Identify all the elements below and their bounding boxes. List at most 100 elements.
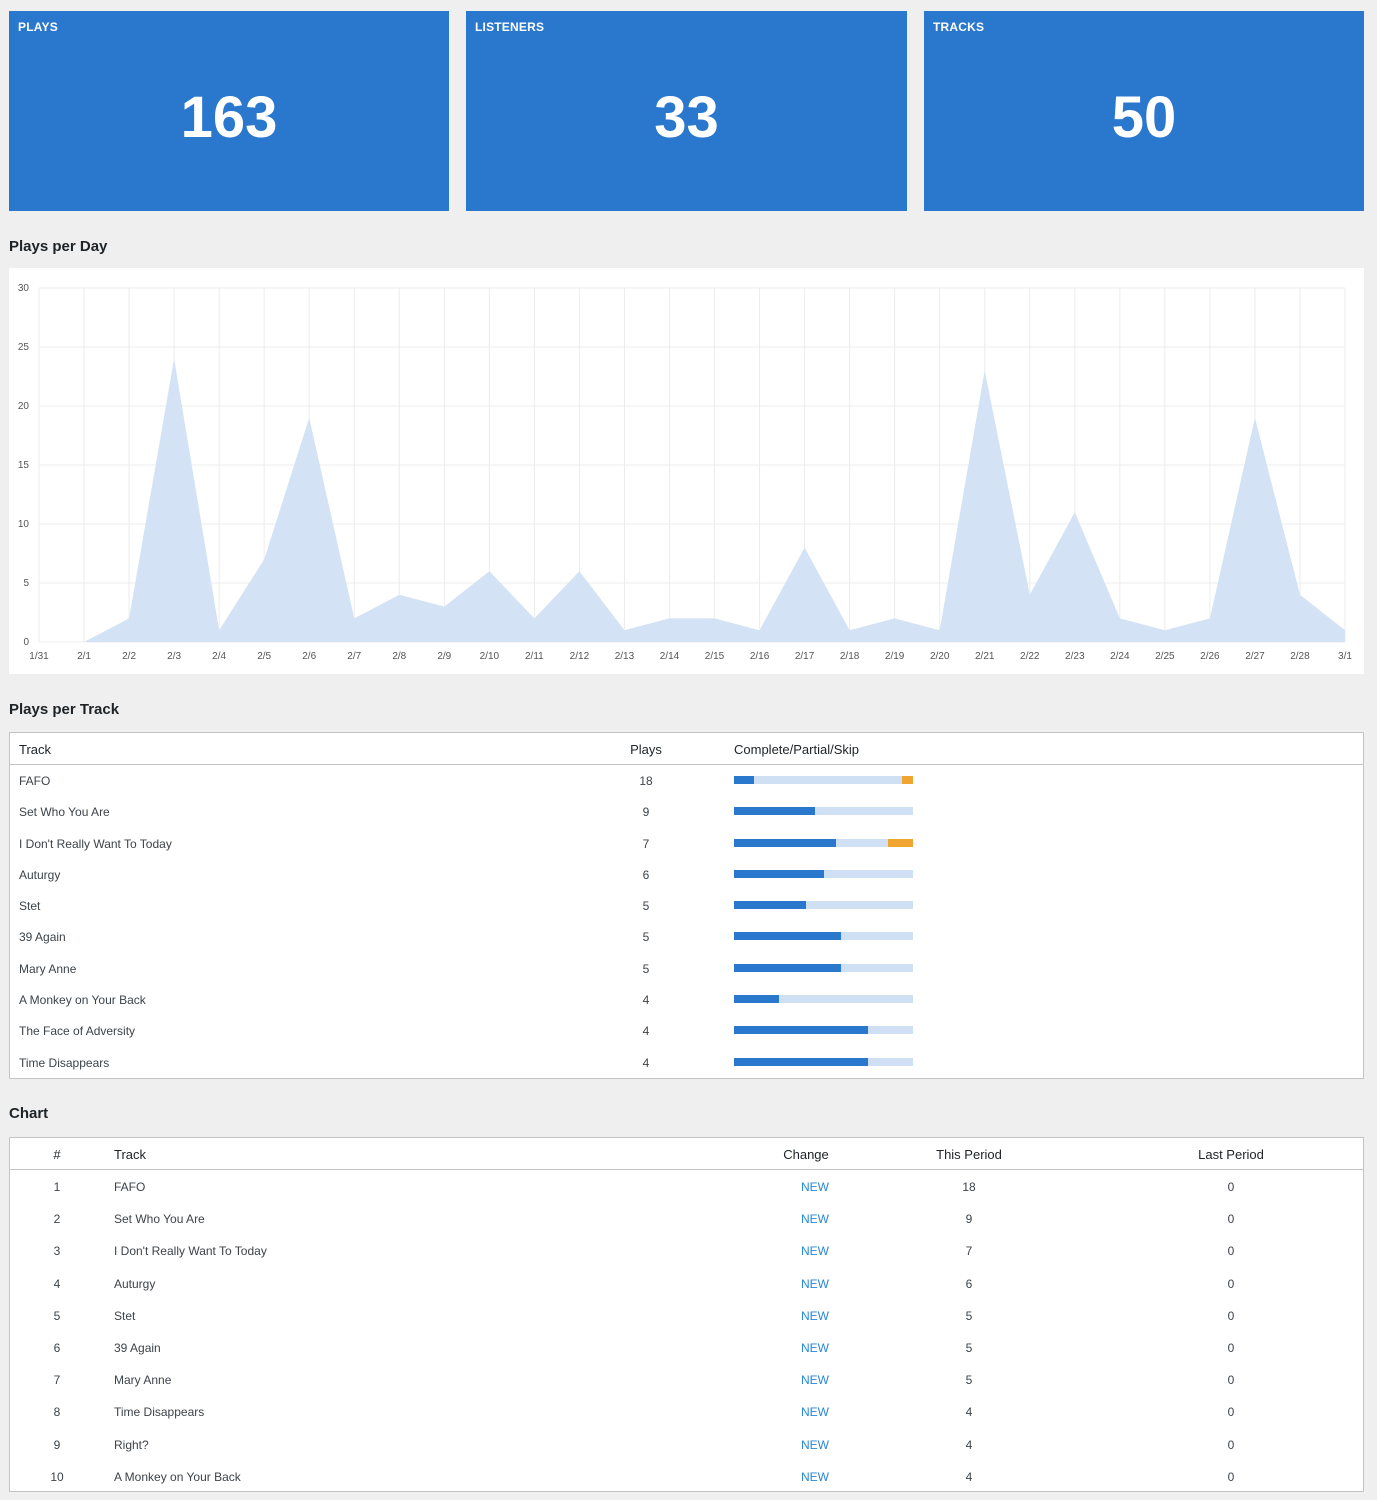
table-row: Mary Anne 5 [10, 953, 1363, 984]
x-tick-label: 2/7 [347, 651, 361, 662]
completion-bar [734, 807, 913, 816]
last-period-cell: 0 [1227, 1405, 1235, 1420]
change-badge: NEW [801, 1308, 829, 1323]
table-row: 9 Right? NEW 4 0 [10, 1428, 1363, 1460]
tracks-stat-label: TRACKS [933, 20, 985, 34]
table-row: FAFO 18 [10, 765, 1363, 796]
track-cell: Mary Anne [114, 1373, 172, 1388]
table-row: 4 Auturgy NEW 6 0 [10, 1267, 1363, 1299]
track-cell: Time Disappears [114, 1405, 205, 1420]
change-badge: NEW [801, 1276, 829, 1291]
track-plays: 4 [642, 993, 650, 1008]
plays-stat-card: PLAYS 163 [9, 11, 449, 211]
table-row: 2 Set Who You Are NEW 9 0 [10, 1202, 1363, 1234]
track-plays: 6 [642, 867, 650, 882]
table-row: 5 Stet NEW 5 0 [10, 1299, 1363, 1331]
last-period-cell: 0 [1227, 1308, 1235, 1323]
x-tick-label: 2/25 [1155, 651, 1175, 662]
x-tick-label: 2/22 [1020, 651, 1040, 662]
listeners-stat-label: LISTENERS [475, 20, 545, 34]
this-period-cell: 4 [965, 1469, 973, 1484]
x-tick-label: 2/19 [885, 651, 905, 662]
plays-per-day-title: Plays per Day [9, 238, 108, 255]
x-tick-label: 2/27 [1245, 651, 1265, 662]
table-row: 7 Mary Anne NEW 5 0 [10, 1363, 1363, 1395]
complete-segment [734, 807, 815, 816]
x-tick-label: 2/11 [525, 651, 544, 662]
last-period-cell: 0 [1227, 1373, 1235, 1388]
track-cell: I Don't Really Want To Today [114, 1244, 267, 1259]
track-plays: 5 [642, 961, 650, 976]
change-badge: NEW [801, 1405, 829, 1420]
x-tick-label: 2/17 [795, 651, 815, 662]
complete-segment [734, 1057, 869, 1066]
plays-column-header: Plays [630, 742, 662, 757]
x-tick-label: 2/20 [930, 651, 950, 662]
plays-per-track-header: Track Plays Complete/Partial/Skip [10, 733, 1363, 765]
x-tick-label: 2/21 [975, 651, 995, 662]
rank-cell: 2 [53, 1212, 61, 1227]
chart-track-column-header: Track [114, 1147, 147, 1162]
x-tick-label: 2/23 [1065, 651, 1085, 662]
table-row: Set Who You Are 9 [10, 796, 1363, 827]
rank-cell: 9 [53, 1437, 61, 1452]
change-badge: NEW [801, 1212, 829, 1227]
track-cell: A Monkey on Your Back [114, 1469, 241, 1484]
track-plays: 18 [639, 774, 653, 788]
change-badge: NEW [801, 1437, 829, 1452]
listeners-stat-value: 33 [654, 85, 719, 150]
last-period-cell: 0 [1227, 1340, 1235, 1355]
this-period-cell: 18 [962, 1180, 976, 1194]
table-row: Auturgy 6 [10, 859, 1363, 890]
table-row: A Monkey on Your Back 4 [10, 984, 1363, 1015]
completion-bar [734, 932, 913, 941]
y-tick-label: 25 [18, 342, 30, 353]
rank-cell: 10 [50, 1469, 64, 1484]
rank-cell: 8 [53, 1405, 61, 1420]
tracks-stat-card: TRACKS 50 [924, 11, 1364, 211]
x-tick-label: 3/1 [1338, 651, 1352, 662]
completion-bar [734, 869, 913, 878]
track-plays: 7 [642, 836, 650, 851]
rank-cell: 6 [53, 1340, 61, 1355]
plays-area-series [84, 358, 1346, 642]
table-row: Time Disappears 4 [10, 1047, 1363, 1078]
x-tick-label: 2/18 [840, 651, 860, 662]
table-row: The Face of Adversity 4 [10, 1015, 1363, 1046]
complete-segment [734, 995, 779, 1004]
completion-bar [734, 776, 913, 784]
last-period-cell: 0 [1227, 1469, 1235, 1484]
y-tick-label: 10 [18, 519, 30, 530]
track-cell: FAFO [114, 1180, 146, 1194]
track-name: Time Disappears [19, 1055, 110, 1070]
y-tick-label: 20 [18, 401, 30, 412]
y-tick-label: 0 [23, 637, 29, 648]
chart-title: Chart [9, 1105, 49, 1122]
track-name: FAFO [19, 774, 51, 788]
plays-per-track-title: Plays per Track [9, 701, 120, 718]
track-plays: 9 [642, 805, 650, 820]
complete-segment [734, 838, 837, 847]
x-tick-label: 2/3 [167, 651, 181, 662]
x-tick-label: 2/15 [705, 651, 725, 662]
x-tick-label: 2/5 [257, 651, 271, 662]
last-period-cell: 0 [1227, 1244, 1235, 1259]
chart-table-header: # Track Change This Period Last Period [10, 1138, 1363, 1170]
rank-cell: 5 [53, 1308, 61, 1323]
completion-bar [734, 963, 913, 972]
plays-per-track-table: Track Plays Complete/Partial/Skip FAFO 18… [9, 732, 1364, 1079]
ratio-column-header: Complete/Partial/Skip [734, 742, 859, 757]
track-cell: 39 Again [114, 1340, 161, 1355]
this-period-cell: 7 [965, 1244, 973, 1259]
this-period-cell: 4 [965, 1405, 973, 1420]
x-tick-label: 2/1 [77, 651, 91, 662]
x-tick-label: 2/6 [302, 651, 316, 662]
rank-cell: 1 [53, 1180, 61, 1194]
track-plays: 5 [642, 930, 650, 945]
x-tick-label: 2/16 [750, 651, 770, 662]
complete-segment [734, 776, 754, 784]
change-badge: NEW [801, 1373, 829, 1388]
track-plays: 4 [642, 1024, 650, 1039]
x-tick-label: 2/12 [570, 651, 590, 662]
this-period-column-header: This Period [936, 1147, 1002, 1162]
